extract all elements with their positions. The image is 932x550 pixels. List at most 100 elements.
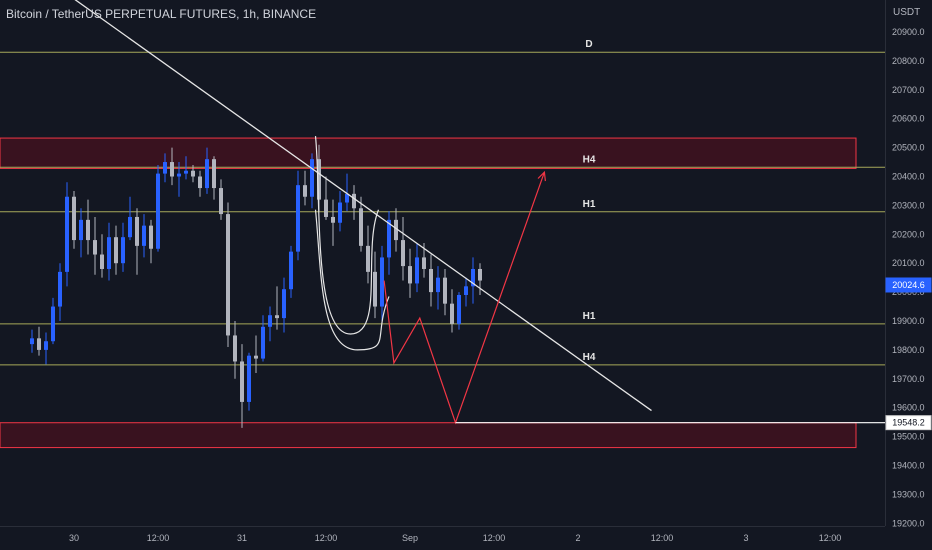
candle [352, 185, 356, 220]
y-tick-label: 20500.0 [892, 143, 925, 153]
candle [345, 173, 349, 212]
candle [450, 289, 454, 333]
y-tick-label: 19800.0 [892, 345, 925, 355]
candle [457, 292, 461, 330]
candle [247, 352, 251, 411]
candle [65, 182, 69, 287]
candle [219, 179, 223, 220]
candle [478, 263, 482, 295]
y-tick-label: 20900.0 [892, 27, 925, 37]
candle [261, 315, 265, 362]
y-tick-label: 20800.0 [892, 56, 925, 66]
candle [296, 170, 300, 261]
trendline [74, 0, 652, 412]
candle [436, 266, 440, 310]
candle [310, 153, 314, 209]
x-tick-label: 31 [237, 533, 247, 543]
y-tick-label: 20100.0 [892, 258, 925, 268]
y-tick-label: 20700.0 [892, 85, 925, 95]
candle [184, 156, 188, 180]
candle [303, 170, 307, 206]
cup-arc-2 [314, 209, 390, 351]
x-tick-label: 2 [575, 533, 580, 543]
candle [121, 222, 125, 272]
y-tick-label: 19400.0 [892, 461, 925, 471]
currency-label: USDT [893, 7, 921, 18]
candle [107, 222, 111, 281]
candle [275, 286, 279, 330]
y-tick-label: 19500.0 [892, 432, 925, 442]
candle [408, 248, 412, 298]
candle [443, 268, 447, 316]
zone-2 [0, 422, 857, 449]
svg-text:20024.6: 20024.6 [892, 280, 925, 290]
zone-1 [0, 137, 857, 169]
candle [128, 196, 132, 241]
level-label-4: H1 [583, 311, 596, 322]
level-label-2: H4 [583, 154, 596, 165]
candle [331, 199, 335, 246]
y-tick-label: 19300.0 [892, 489, 925, 499]
candle [289, 245, 293, 298]
candle [149, 219, 153, 264]
y-tick-label: 19900.0 [892, 316, 925, 326]
x-tick-label: 3 [743, 533, 748, 543]
candle [240, 344, 244, 428]
cup-arc-1 [314, 135, 380, 335]
x-tick-label: 12:00 [315, 533, 338, 543]
candle [37, 326, 41, 356]
candle [135, 208, 139, 275]
x-tick-label: Sep [402, 533, 418, 543]
projection-arrow-head [537, 170, 546, 182]
x-tick-label: 30 [69, 533, 79, 543]
candle [366, 225, 370, 284]
candle [324, 176, 328, 220]
candle [51, 297, 55, 345]
candle [317, 144, 321, 212]
candle [177, 162, 181, 197]
level-label-3: H1 [583, 199, 596, 210]
y-tick-label: 20600.0 [892, 114, 925, 124]
candle [415, 242, 419, 293]
candle [142, 214, 146, 258]
candle [212, 156, 216, 200]
x-tick-label: 12:00 [651, 533, 674, 543]
candle [44, 332, 48, 365]
candle [86, 199, 90, 255]
price-badge-2: 19548.2 [885, 415, 932, 431]
candle [205, 147, 209, 194]
candle [471, 257, 475, 304]
y-tick-label: 20200.0 [892, 229, 925, 239]
candle [72, 190, 76, 249]
candle [429, 254, 433, 307]
candle [359, 196, 363, 252]
y-tick-label: 19600.0 [892, 403, 925, 413]
candle [198, 170, 202, 197]
price-badge-1: 20024.6 [885, 277, 932, 293]
candle [338, 190, 342, 232]
candle [93, 216, 97, 275]
x-tick-label: 12:00 [819, 533, 842, 543]
y-tick-label: 20400.0 [892, 172, 925, 182]
candle [58, 263, 62, 321]
candle [226, 202, 230, 348]
candle [156, 164, 160, 252]
level-label-5: H4 [583, 352, 596, 363]
candle [191, 164, 195, 183]
candle [79, 208, 83, 258]
candle [268, 306, 272, 342]
svg-text:19548.2: 19548.2 [892, 418, 925, 428]
projection-path [383, 171, 545, 425]
candle [282, 277, 286, 333]
candle [401, 216, 405, 281]
x-tick-label: 12:00 [147, 533, 170, 543]
level-label-1: D [585, 39, 592, 50]
candle [170, 147, 174, 186]
candle [163, 153, 167, 183]
candle [30, 329, 34, 353]
candle [114, 225, 118, 275]
candle [233, 321, 237, 379]
candle [380, 245, 384, 321]
